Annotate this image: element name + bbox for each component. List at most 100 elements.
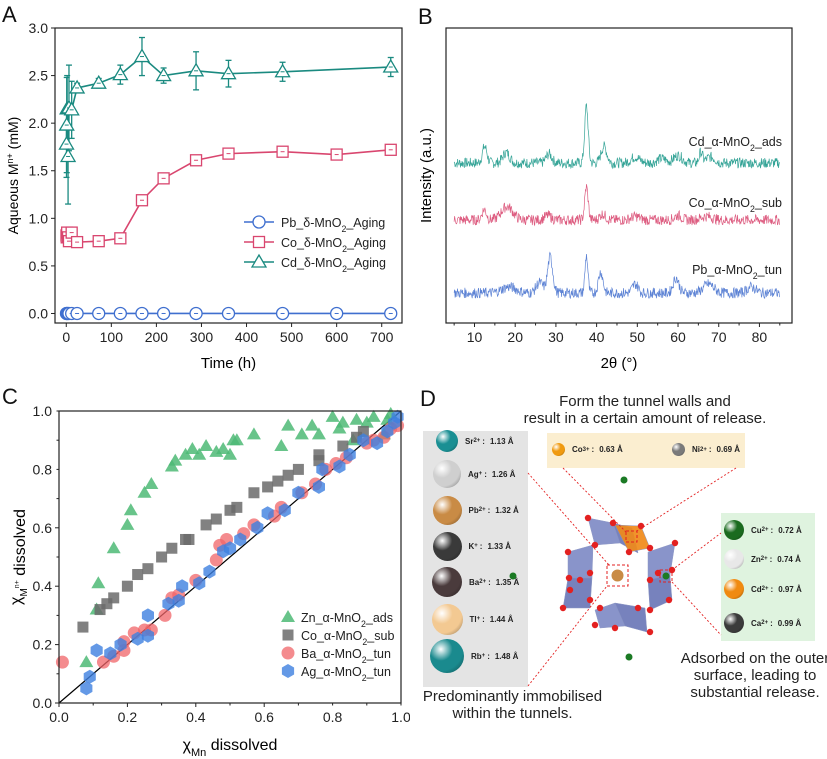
oxygen-atom xyxy=(586,569,594,577)
chart-a-data-point xyxy=(112,66,129,81)
right-caption-line-1: Adsorbed on the outer xyxy=(680,650,827,667)
chart-c-data-point xyxy=(141,608,154,623)
chart-c-data-point xyxy=(357,425,369,437)
chart-c-data-point xyxy=(55,655,69,669)
chart-c-data-point xyxy=(79,655,94,668)
legend-label-subscript: 2 xyxy=(342,264,347,274)
legend-hexagon-marker xyxy=(281,664,295,678)
top-caption-line-1: Form the tunnel walls and xyxy=(559,393,731,410)
chart-c-data-point xyxy=(162,596,175,611)
wall-ions-panel xyxy=(547,433,745,468)
legend-label: Cd_δ-MnO2_Aging xyxy=(281,256,386,274)
chart-c-data-point xyxy=(83,669,96,684)
oxygen-atom xyxy=(559,604,567,612)
leader-line xyxy=(527,585,608,687)
legend-label-part: Co_α-MnO xyxy=(301,629,363,643)
alpha-mno2-tunnel-structure xyxy=(509,467,737,687)
legend-label-part: Co_δ-MnO xyxy=(281,236,342,250)
oxygen-atom xyxy=(564,548,572,556)
chart-a-y-axis-label-sup: n+ xyxy=(5,153,15,163)
chart-a-y-tick-label: 1.0 xyxy=(29,210,49,226)
ion-radius: 1.32 Å xyxy=(495,505,519,515)
legend-label-part: _Aging xyxy=(346,236,386,250)
chart-c-data-point xyxy=(121,580,133,592)
chart-c-data-point xyxy=(337,440,349,452)
chart-c-data-point xyxy=(224,504,236,516)
ion-separator: : xyxy=(770,584,774,594)
chart-a-data-point xyxy=(382,58,399,73)
legend-label-part: Pb_δ-MnO xyxy=(281,216,342,230)
legend-triangle-marker xyxy=(281,610,295,622)
legend-label-part: _Aging xyxy=(346,256,386,270)
chart-b-trace-label-subscript: 2 xyxy=(753,271,758,281)
chart-c-data-point xyxy=(234,532,247,547)
chart-c-data-point xyxy=(172,593,185,608)
diagram-d-top-caption: Form the tunnel walls and result in a ce… xyxy=(510,393,780,427)
chart-b-trace-label: Cd_α-MnO2_ads xyxy=(689,135,782,153)
diagram-d-left-caption: Predominantly immobilised within the tun… xyxy=(410,688,615,722)
ion-charge: 2+ xyxy=(478,507,486,513)
leader-line xyxy=(671,581,722,636)
wall-ion-co: Co 3+:0.63 Å xyxy=(552,443,623,456)
chart-c-data-point xyxy=(192,447,207,460)
chart-b-trace-label-part: _sub xyxy=(754,196,782,210)
legend-label: Co_δ-MnO2_Aging xyxy=(281,236,386,254)
leader-line xyxy=(671,532,722,571)
legend-label: Co_α-MnO2_sub xyxy=(301,629,394,647)
legend-label-part: Cd_δ-MnO xyxy=(281,256,342,270)
chart-c-data-point xyxy=(168,453,183,466)
oxygen-atom xyxy=(609,519,617,527)
chart-c-data-point xyxy=(101,598,113,610)
chart-b-x-tick-label: 60 xyxy=(670,329,686,345)
chart-b-x-tick-label: 20 xyxy=(507,329,523,345)
tunnel-ion-sphere-icon xyxy=(611,569,624,582)
chart-c-data-point xyxy=(274,439,289,452)
surface-ion-zn: Zn 2+:0.74 Å xyxy=(724,549,801,569)
chart-c-data-point xyxy=(176,579,189,594)
tunnel-ion-tl: Tl +:1.44 Å xyxy=(431,603,513,635)
chart-a-series-triangle xyxy=(58,36,399,205)
chart-a-y-axis-label-main: Aqueous M xyxy=(5,163,21,234)
chart-b-xrd-trace xyxy=(453,184,780,227)
adsorbed-ion xyxy=(620,476,628,484)
ion-radius: 1.33 Å xyxy=(487,541,512,551)
chart-c-data-point xyxy=(231,501,243,513)
chart-c-data-point xyxy=(294,427,309,440)
chart-a-data-point xyxy=(155,67,172,82)
ion-radius: 0.69 Å xyxy=(716,445,741,454)
chart-c-data-point xyxy=(251,520,264,535)
chart-c-legend: Zn_α-MnO2_adsCo_α-MnO2_subBa_α-MnO2_tunA… xyxy=(281,610,394,683)
ion-sphere-icon xyxy=(724,613,744,633)
chart-b-xrd-trace xyxy=(453,251,780,300)
chart-b-trace-label: Pb_α-MnO2_tun xyxy=(692,263,782,281)
panel-label-a: A xyxy=(2,2,17,27)
wall-ion-highlight-box xyxy=(625,530,638,543)
ion-sphere-icon xyxy=(436,430,458,452)
chart-a-y-tick-label: 0.0 xyxy=(29,305,49,321)
ion-separator: : xyxy=(769,554,773,564)
chart-c-congruency-scatter: 0.0 0.2 0.4 0.6 0.8 1.00.00.20.40.60.81.0 χMn… xyxy=(8,403,410,759)
chart-c-data-point xyxy=(278,503,291,518)
legend-label-part: Zn_α-MnO xyxy=(301,611,361,625)
chart-b-xrd-trace xyxy=(453,103,780,170)
ion-separator: : xyxy=(487,651,490,661)
oxygen-atom xyxy=(646,628,654,636)
chart-c-x-tick-label: 0.8 xyxy=(323,709,343,725)
chart-c-data-point xyxy=(166,542,178,554)
chart-b-xrd-patterns: 10 20 30 40 50 60 70 80 Cd_α-MnO2_adsCo_α-MnO2_… xyxy=(418,27,793,372)
ion-sphere-icon xyxy=(724,520,744,540)
chart-c-data-point xyxy=(142,563,154,575)
chart-b-x-tick-label: 10 xyxy=(467,329,483,345)
leader-line xyxy=(636,467,737,532)
oxygen-atom xyxy=(565,574,573,582)
ion-symbol: Tl xyxy=(469,614,477,624)
chart-c-data-point xyxy=(216,441,231,454)
ion-charge: 2+ xyxy=(760,556,768,562)
legend-circle-marker xyxy=(281,646,295,660)
chart-a-data-point xyxy=(220,65,237,80)
chart-a-plot-frame xyxy=(54,27,403,324)
legend-label: Pb_δ-MnO2_Aging xyxy=(281,216,385,234)
oxygen-atom xyxy=(646,606,654,614)
oxygen-atom xyxy=(566,586,574,594)
chart-c-data-point xyxy=(381,424,394,439)
